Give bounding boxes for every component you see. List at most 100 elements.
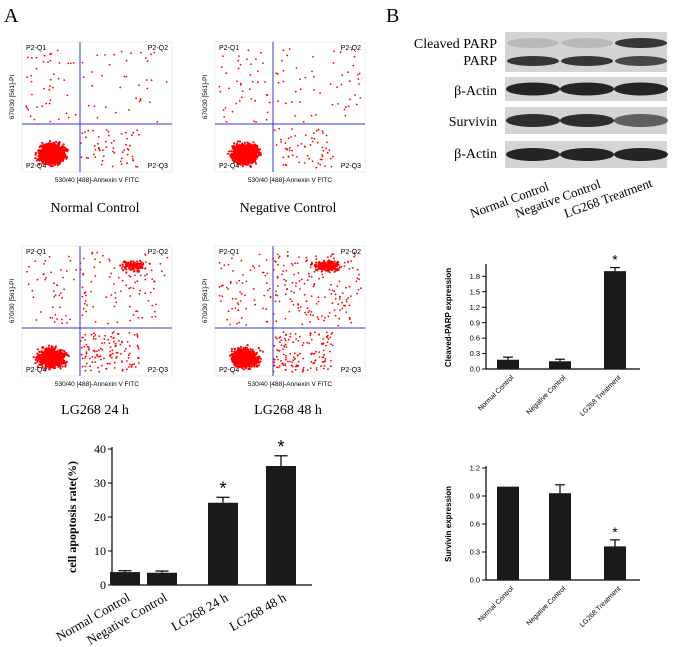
flow-dot — [57, 77, 60, 80]
flow-dot — [42, 155, 45, 158]
flow-dot — [40, 144, 43, 147]
flow-dot — [43, 273, 45, 275]
flow-dot — [96, 116, 99, 119]
flow-dot — [134, 366, 137, 368]
flow-dot — [52, 149, 55, 152]
flow-dot — [50, 271, 52, 274]
flow-dot — [113, 139, 115, 142]
flow-dot — [297, 303, 299, 305]
flow-dot — [285, 356, 287, 359]
flow-dot — [295, 282, 297, 284]
flow-dot — [330, 359, 332, 362]
flow-dot — [230, 350, 233, 353]
flow-dot — [238, 55, 240, 57]
flow-dot — [54, 147, 57, 150]
flow-dot — [331, 253, 333, 256]
flow-dot — [125, 284, 127, 287]
flow-dot — [64, 364, 67, 367]
flow-dot — [49, 357, 52, 360]
flow-dot — [91, 361, 94, 364]
flow-dot — [121, 341, 123, 344]
flow-dot — [240, 292, 243, 295]
flow-dot — [234, 156, 237, 160]
flow-dot — [301, 344, 304, 347]
flow-dot — [136, 129, 139, 132]
flow-dot — [139, 262, 142, 265]
flow-dot — [128, 109, 130, 111]
flow-dot — [91, 356, 94, 358]
flow-dot — [315, 166, 318, 169]
flow-dot — [132, 158, 134, 160]
flow-dot — [44, 349, 47, 352]
flow-dot — [343, 265, 346, 267]
flow-dot — [50, 147, 54, 150]
flow-dot — [264, 81, 266, 83]
flow-dot — [290, 290, 293, 293]
flow-dot — [29, 115, 32, 118]
flow-dot — [241, 145, 244, 148]
flow-dot — [54, 345, 58, 348]
flow-dot — [308, 342, 310, 345]
flow-dot — [315, 114, 317, 116]
flow-dot — [94, 334, 97, 336]
flow-dot — [105, 367, 108, 370]
flow-dot — [44, 156, 48, 159]
flow-dot — [321, 155, 324, 158]
flow-dot — [348, 80, 351, 83]
flow-dot — [353, 55, 356, 58]
flow-dot — [128, 332, 131, 334]
flow-dot — [321, 154, 323, 156]
flow-dot — [51, 306, 54, 308]
flow-dot — [284, 142, 287, 145]
flow-dot — [357, 78, 360, 80]
flow-dot — [129, 295, 132, 297]
flow-dot — [321, 146, 324, 149]
flow-dot — [233, 142, 236, 145]
flow-dot — [129, 264, 132, 268]
flow-dot — [256, 150, 259, 153]
flow-dot — [135, 310, 137, 313]
flow-dot — [25, 105, 28, 107]
flow-dot — [297, 144, 299, 147]
flow-dot — [49, 142, 52, 145]
flow-dot — [38, 163, 41, 166]
flow-dot — [266, 111, 269, 114]
flow-dot — [49, 85, 51, 87]
flow-dot — [105, 296, 108, 298]
flow-dot — [38, 350, 41, 353]
flow-dot — [113, 305, 116, 308]
flow-dot — [86, 304, 88, 306]
flow-xlabel: 530/40 [488]-Annexin V FITC — [55, 381, 139, 388]
flow-dot — [69, 259, 72, 262]
flow-dot — [48, 149, 51, 152]
flow-dot — [84, 333, 87, 336]
flow-dot — [137, 316, 140, 319]
flow-dot — [55, 140, 58, 144]
flow-dot — [52, 360, 56, 363]
flow-dot — [154, 315, 157, 318]
flow-dot — [66, 155, 69, 159]
flow-dot — [229, 323, 232, 326]
flow-dot — [236, 140, 239, 143]
flow-dot — [92, 305, 95, 308]
flow-dot — [350, 295, 352, 297]
flow-dot — [248, 156, 251, 159]
flow-dot — [47, 61, 49, 63]
flow-dot — [100, 163, 103, 166]
flow-dot — [141, 317, 144, 319]
flow-dot — [286, 288, 289, 290]
flow-dot — [357, 73, 359, 76]
flow-dot — [153, 51, 156, 54]
flow-dot — [311, 70, 313, 73]
flow-dot — [61, 159, 64, 162]
flow-dot — [92, 129, 94, 132]
flow-dot — [61, 154, 65, 157]
flow-dot — [39, 158, 42, 162]
flow-dot — [347, 105, 350, 108]
flow-dot — [102, 254, 104, 257]
flow-dot — [257, 364, 260, 367]
flow-dot — [282, 49, 285, 52]
flow-dot — [119, 264, 122, 267]
flow-dot — [94, 258, 96, 261]
